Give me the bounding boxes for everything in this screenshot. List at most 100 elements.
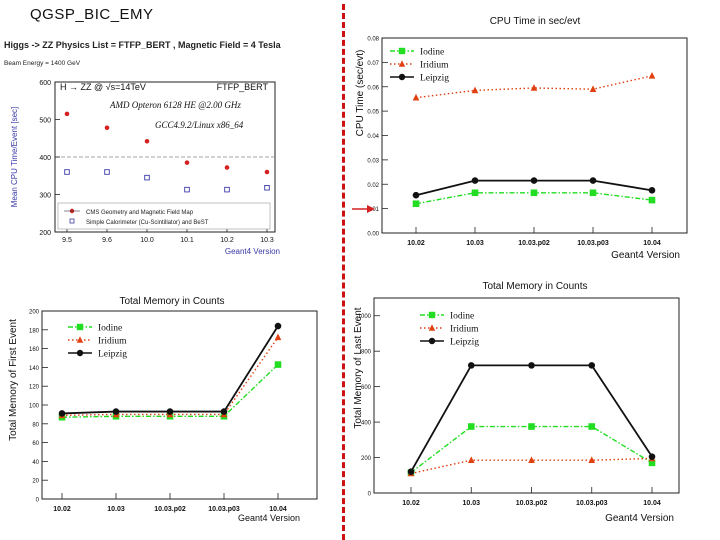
x-tick-label: 9.6	[102, 237, 112, 244]
chart-header-subtitle: Beam Energy = 1400 GeV	[4, 60, 81, 67]
data-point-circle	[112, 408, 120, 415]
x-tick-label: 10.3	[260, 237, 274, 244]
data-point-dot	[264, 169, 270, 175]
x-tick-label: 10.1	[180, 237, 194, 244]
y-tick-label: 400	[361, 421, 372, 427]
chart-title: Total Memory in Counts	[482, 281, 587, 292]
data-point-triangle	[648, 71, 656, 79]
x-tick-label: 10.02	[402, 500, 420, 507]
y-tick-label: 800	[361, 350, 372, 356]
data-point-triangle	[530, 84, 538, 91]
y-tick-label: 200	[39, 230, 51, 237]
data-point-circle	[648, 453, 656, 460]
legend-label: Simple Calorimeter (Cu-Scintillator) and…	[86, 220, 209, 226]
legend-label: Leipzig	[420, 74, 449, 84]
legend-label: Iridium	[98, 337, 127, 347]
x-axis-label: Geant4 Version	[605, 513, 674, 524]
y-tick-label: 0	[368, 492, 372, 498]
data-point-triangle	[428, 324, 436, 331]
slide-title: QGSP_BIC_EMY	[30, 6, 154, 23]
data-point-circle	[588, 362, 596, 369]
data-point-circle	[76, 349, 84, 357]
y-tick-label: 600	[361, 385, 372, 391]
x-tick-label: 10.0	[140, 237, 154, 244]
y-tick-label: 1000	[358, 314, 372, 320]
x-tick-label: 10.03.p03	[577, 240, 609, 247]
x-tick-label: 10.04	[643, 500, 661, 507]
x-tick-label: 10.02	[407, 240, 425, 247]
x-tick-label: 10.2	[220, 237, 234, 244]
x-axis-label: Geant4 Version	[225, 247, 280, 256]
data-point-open-square	[184, 186, 190, 193]
x-tick-label: 10.03.p02	[516, 500, 548, 507]
data-point-open-square	[264, 184, 270, 191]
y-tick-label: 140	[29, 366, 40, 372]
data-point-open-square	[224, 186, 230, 193]
legend-marker-square	[69, 218, 75, 224]
data-point-dot	[224, 165, 230, 170]
chart-title-right: FTFP_BERT	[217, 82, 269, 92]
data-point-triangle	[398, 60, 406, 67]
x-axis-label: Geant4 Version	[238, 513, 300, 523]
x-tick-label: 10.04	[269, 506, 287, 513]
data-point-dot	[144, 138, 150, 144]
memory-first-chart: Total Memory in Counts 0 20 40 60 80 100 120 14…	[8, 296, 318, 523]
x-tick-label: 10.03.p02	[518, 240, 550, 247]
data-point-square	[588, 423, 596, 430]
y-tick-label: 200	[29, 310, 40, 316]
data-point-square	[471, 189, 479, 197]
data-point-circle	[530, 177, 538, 184]
data-point-dot	[104, 125, 110, 131]
y-axis-label: Mean CPU Time/Event [sec]	[10, 107, 19, 207]
data-point-square	[648, 196, 656, 204]
data-point-circle	[398, 73, 406, 81]
pointer-arrow	[352, 205, 375, 213]
data-point-triangle	[471, 86, 479, 94]
cpu-mean-chart: Higgs -> ZZ Physics List = FTFP_BERT , M…	[4, 40, 282, 256]
y-tick-label: 0.08	[367, 37, 379, 43]
data-point-open-square	[144, 174, 150, 181]
y-tick-label: 80	[32, 422, 39, 428]
data-point-square	[467, 423, 475, 430]
series-line	[410, 364, 653, 473]
data-point-circle	[166, 408, 174, 415]
y-tick-label: 0.04	[367, 134, 379, 140]
memory-last-chart: Total Memory in Counts 0 200 400 600 800 1000…	[353, 281, 680, 524]
data-point-circle	[412, 191, 420, 199]
data-point-circle	[274, 322, 282, 330]
section-divider	[342, 4, 345, 540]
legend-label: Iodine	[450, 312, 474, 322]
data-point-circle	[648, 187, 656, 194]
y-tick-label: 0.07	[367, 61, 379, 67]
y-tick-label: 500	[39, 118, 51, 125]
y-axis-label: CPU Time (sec/evt)	[355, 50, 366, 137]
y-tick-label: 160	[29, 347, 40, 353]
cpu-time-chart: CPU Time in sec/evt 0.00 0.01 0.02 0.03 0.04…	[352, 16, 688, 261]
x-tick-label: 10.03.p03	[208, 506, 240, 513]
legend-label: Iodine	[420, 48, 444, 58]
x-tick-label: 10.03.p02	[154, 506, 186, 513]
y-tick-label: 200	[361, 456, 372, 462]
data-point-circle	[58, 410, 66, 417]
data-point-triangle	[274, 333, 282, 341]
data-point-open-square	[64, 169, 70, 175]
x-tick-label: 10.04	[643, 240, 661, 247]
chart-title: CPU Time in sec/evt	[490, 16, 581, 27]
chart-annotation-cpu: AMD Opteron 6128 HE @2.00 GHz	[109, 100, 241, 110]
y-tick-label: 0.00	[367, 232, 379, 238]
data-point-triangle	[76, 336, 84, 343]
y-axis-label: Total Memory of First Event	[8, 319, 19, 441]
data-point-square	[412, 200, 420, 208]
data-point-square	[530, 189, 538, 197]
series-line	[410, 457, 653, 475]
x-tick-label: 9.5	[62, 237, 72, 244]
y-tick-label: 60	[32, 441, 39, 447]
data-point-dot	[184, 160, 190, 165]
data-point-square	[428, 311, 436, 319]
y-tick-label: 0.02	[367, 183, 379, 189]
y-tick-label: 0.01	[367, 207, 379, 213]
data-point-circle	[589, 177, 597, 184]
y-tick-label: 20	[32, 479, 39, 485]
x-axis-label: Geant4 Version	[611, 250, 680, 261]
chart-title: Total Memory in Counts	[119, 296, 224, 307]
